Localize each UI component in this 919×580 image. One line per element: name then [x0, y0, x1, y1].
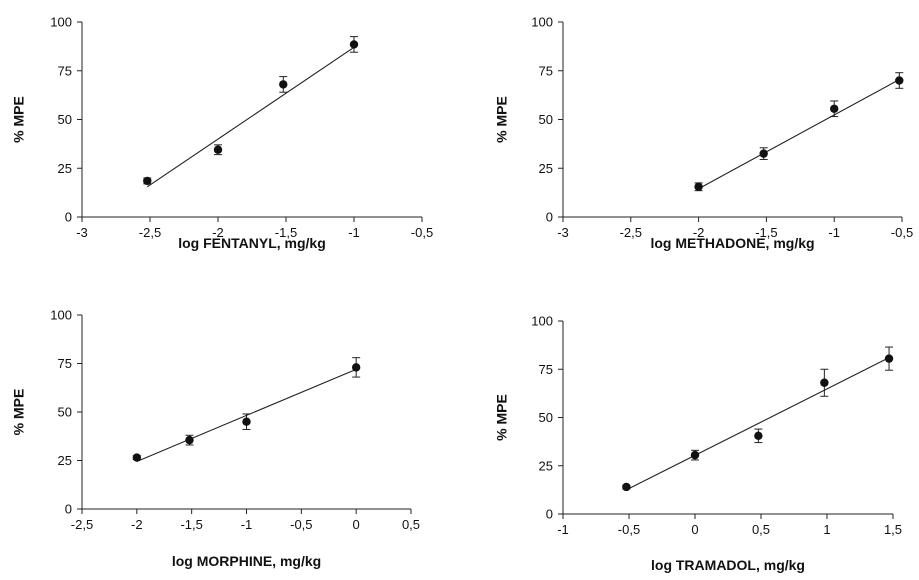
x-tick-label: -0,5 — [411, 225, 433, 240]
y-tick-label: 75 — [539, 362, 553, 377]
y-tick-label: 0 — [65, 502, 72, 517]
x-tick-label: 1 — [823, 522, 830, 537]
y-tick-label: 50 — [58, 405, 72, 420]
x-tick-label: -1 — [557, 522, 569, 537]
y-axis-title: % MPE — [494, 394, 510, 441]
data-point — [622, 482, 631, 492]
y-tick-label: 100 — [531, 15, 553, 30]
y-tick-label: 25 — [539, 458, 553, 473]
y-tick-label: 50 — [539, 410, 553, 425]
x-tick-label: -3 — [76, 225, 88, 240]
y-axis-title: % MPE — [494, 96, 510, 143]
x-tick-label: -2 — [212, 225, 224, 240]
x-tick-label: 0,5 — [402, 517, 420, 532]
data-point — [132, 453, 142, 462]
y-tick-label: 75 — [58, 63, 72, 78]
data-point — [690, 450, 700, 460]
data-point — [279, 80, 288, 89]
x-tick-label: -2 — [131, 517, 143, 532]
data-point — [213, 145, 223, 154]
x-tick-label: 1,5 — [884, 522, 902, 537]
data-point — [754, 431, 763, 441]
regression-line — [626, 357, 890, 491]
chart-panel-1: 0 25 50 75 100 -3 -2,5 -2 -1,5 -1 -0,5 % MPE log FEN… — [11, 15, 434, 252]
x-tick-label: -1,5 — [755, 225, 777, 240]
x-tick-label: -0,5 — [891, 225, 913, 240]
chart-panel-3: 0 25 50 75 100 -2,5 -2 -1,5 -1 -0,5 0 0,5 % MPE log M… — [11, 308, 420, 570]
x-tick-label: -2,5 — [71, 517, 93, 532]
y-tick-label: 100 — [50, 308, 72, 323]
x-tick-label: -0,5 — [618, 522, 640, 537]
x-tick-label: 0,5 — [752, 522, 770, 537]
x-tick-label: -1 — [828, 225, 840, 240]
data-point — [242, 417, 251, 426]
y-tick-label: 75 — [539, 63, 553, 78]
y-tick-label: 50 — [58, 112, 72, 127]
x-axis-title: log TRAMADOL, mg/kg — [651, 557, 805, 573]
y-tick-label: 25 — [58, 453, 72, 468]
x-axis-title: log METHADONE, mg/kg — [650, 235, 814, 251]
data-point — [820, 378, 829, 387]
x-tick-label: -3 — [557, 225, 569, 240]
data-point — [351, 363, 361, 372]
y-tick-label: 75 — [58, 356, 72, 371]
y-tick-label: 25 — [539, 161, 553, 176]
data-point — [349, 40, 359, 49]
y-tick-label: 0 — [65, 210, 72, 225]
x-axis-title: log FENTANYL, mg/kg — [178, 235, 326, 251]
data-point — [895, 76, 904, 85]
x-tick-label: -2 — [693, 225, 705, 240]
y-tick-label: 25 — [58, 161, 72, 176]
x-tick-label: -1,5 — [275, 225, 297, 240]
x-axis-title: log MORPHINE, mg/kg — [172, 553, 321, 569]
regression-line — [698, 79, 900, 190]
data-point — [884, 354, 894, 363]
x-tick-label: -2,5 — [139, 225, 161, 240]
x-tick-label: -2,5 — [620, 225, 642, 240]
x-tick-label: -0,5 — [290, 517, 312, 532]
chart-panel-4: 0 25 50 75 100 -1 -0,5 0 0,5 1 1,5 % MPE log TRAMADO… — [494, 314, 902, 574]
y-tick-label: 0 — [546, 507, 553, 522]
regression-line — [146, 46, 355, 188]
y-tick-label: 100 — [531, 314, 553, 329]
x-tick-label: 0 — [353, 517, 360, 532]
data-point — [830, 104, 839, 113]
data-point — [694, 182, 703, 191]
y-axis-title: % MPE — [11, 389, 27, 436]
data-point — [185, 435, 194, 445]
chart-panel-2: 0 25 50 75 100 -3 -2,5 -2 -1,5 -1 -0,5 % MPE log MET… — [494, 15, 914, 252]
y-axis-title: % MPE — [11, 96, 27, 143]
data-point — [759, 149, 768, 158]
data-point — [143, 176, 152, 186]
x-tick-label: -1 — [241, 517, 253, 532]
x-tick-label: -1 — [348, 225, 360, 240]
x-tick-label: 0 — [691, 522, 698, 537]
y-tick-label: 50 — [539, 112, 553, 127]
y-tick-label: 100 — [50, 15, 72, 30]
y-tick-label: 0 — [546, 210, 553, 225]
x-tick-label: -1,5 — [180, 517, 202, 532]
